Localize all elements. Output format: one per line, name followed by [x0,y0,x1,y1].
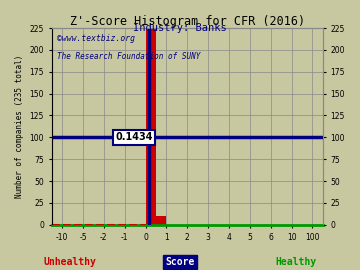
Text: Score: Score [165,257,195,267]
Text: Healthy: Healthy [276,257,317,267]
Bar [156,216,166,225]
Text: Unhealthy: Unhealthy [43,257,96,267]
Text: The Research Foundation of SUNY: The Research Foundation of SUNY [57,52,201,61]
Y-axis label: Number of companies (235 total): Number of companies (235 total) [15,55,24,198]
Bar [148,28,149,225]
Text: ©www.textbiz.org: ©www.textbiz.org [57,34,135,43]
Title: Z'-Score Histogram for CFR (2016): Z'-Score Histogram for CFR (2016) [70,15,305,28]
Text: 0.1434: 0.1434 [115,132,153,142]
Text: Industry: Banks: Industry: Banks [133,23,227,33]
Bar [145,28,156,225]
